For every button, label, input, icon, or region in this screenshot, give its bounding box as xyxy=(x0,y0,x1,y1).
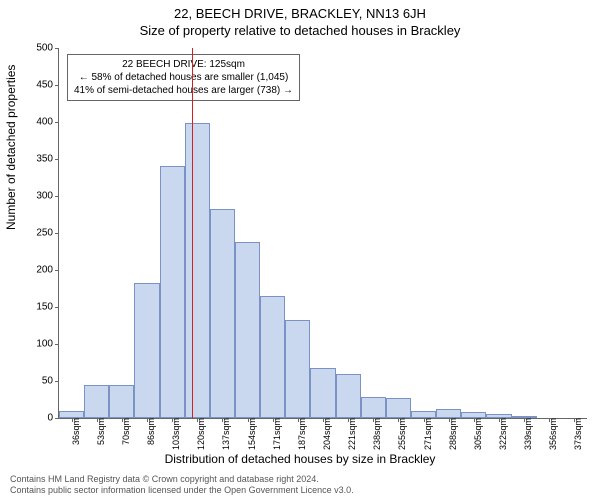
x-tick-mark xyxy=(248,418,249,422)
x-tick-label: 271sqm xyxy=(421,418,433,450)
x-tick-mark xyxy=(524,418,525,422)
x-tick-mark xyxy=(273,418,274,422)
y-tick-mark xyxy=(55,270,59,271)
x-tick-label: 86sqm xyxy=(144,418,156,445)
y-tick-mark xyxy=(55,85,59,86)
x-tick-mark xyxy=(323,418,324,422)
x-tick-mark xyxy=(549,418,550,422)
histogram-bar xyxy=(285,320,310,418)
x-tick-label: 255sqm xyxy=(395,418,407,450)
histogram-bar xyxy=(336,374,361,418)
y-tick-mark xyxy=(55,48,59,49)
x-tick-label: 204sqm xyxy=(320,418,332,450)
y-tick-mark xyxy=(55,122,59,123)
y-tick-mark xyxy=(55,233,59,234)
histogram-bar xyxy=(235,242,260,418)
y-axis-label: Number of detached properties xyxy=(4,65,18,230)
x-tick-mark xyxy=(72,418,73,422)
x-tick-label: 187sqm xyxy=(295,418,307,450)
histogram-bar xyxy=(411,411,436,418)
histogram-bar xyxy=(59,411,84,418)
histogram-bar xyxy=(185,123,210,418)
histogram-bar xyxy=(310,368,335,418)
histogram-bar xyxy=(210,209,235,418)
x-tick-label: 137sqm xyxy=(219,418,231,450)
annotation-line-3: 41% of semi-detached houses are larger (… xyxy=(74,84,293,97)
x-tick-mark xyxy=(373,418,374,422)
x-tick-label: 356sqm xyxy=(546,418,558,450)
x-tick-label: 373sqm xyxy=(571,418,583,450)
y-tick-mark xyxy=(55,381,59,382)
chart-subtitle: Size of property relative to detached ho… xyxy=(0,21,600,38)
x-tick-label: 53sqm xyxy=(94,418,106,445)
x-tick-label: 339sqm xyxy=(521,418,533,450)
x-tick-label: 305sqm xyxy=(471,418,483,450)
y-tick-mark xyxy=(55,159,59,160)
histogram-bar xyxy=(436,409,461,418)
histogram-bar xyxy=(160,166,185,418)
x-tick-mark xyxy=(222,418,223,422)
x-tick-label: 154sqm xyxy=(245,418,257,450)
x-tick-label: 70sqm xyxy=(119,418,131,445)
x-tick-mark xyxy=(298,418,299,422)
x-tick-label: 288sqm xyxy=(446,418,458,450)
x-tick-label: 221sqm xyxy=(345,418,357,450)
x-tick-label: 238sqm xyxy=(370,418,382,450)
x-tick-label: 322sqm xyxy=(496,418,508,450)
x-tick-label: 103sqm xyxy=(169,418,181,450)
y-tick-mark xyxy=(55,307,59,308)
y-tick-mark xyxy=(55,196,59,197)
histogram-bar xyxy=(134,283,159,418)
y-tick-mark xyxy=(55,344,59,345)
x-tick-mark xyxy=(474,418,475,422)
histogram-bar xyxy=(386,398,411,418)
histogram-bar xyxy=(260,296,285,418)
x-tick-mark xyxy=(398,418,399,422)
annotation-line-2: ← 58% of detached houses are smaller (1,… xyxy=(74,71,293,84)
footer-line-1: Contains HM Land Registry data © Crown c… xyxy=(10,474,354,485)
annotation-line-1: 22 BEECH DRIVE: 125sqm xyxy=(74,58,293,71)
chart-title-address: 22, BEECH DRIVE, BRACKLEY, NN13 6JH xyxy=(0,0,600,21)
histogram-bar xyxy=(361,397,386,418)
histogram-bar xyxy=(109,385,134,418)
y-tick-mark xyxy=(55,418,59,419)
x-tick-mark xyxy=(97,418,98,422)
x-tick-label: 120sqm xyxy=(194,418,206,450)
histogram-bar xyxy=(84,385,109,418)
x-tick-mark xyxy=(172,418,173,422)
chart-container: 22, BEECH DRIVE, BRACKLEY, NN13 6JH Size… xyxy=(0,0,600,500)
x-tick-mark xyxy=(147,418,148,422)
x-axis-label: Distribution of detached houses by size … xyxy=(0,452,600,466)
x-tick-label: 171sqm xyxy=(270,418,282,450)
x-tick-mark xyxy=(449,418,450,422)
x-tick-mark xyxy=(197,418,198,422)
marker-annotation-box: 22 BEECH DRIVE: 125sqm ← 58% of detached… xyxy=(67,54,300,101)
x-tick-mark xyxy=(424,418,425,422)
x-tick-mark xyxy=(499,418,500,422)
x-tick-mark xyxy=(574,418,575,422)
property-marker-line xyxy=(192,48,193,418)
footer-line-2: Contains public sector information licen… xyxy=(10,485,354,496)
x-tick-mark xyxy=(348,418,349,422)
x-tick-mark xyxy=(122,418,123,422)
chart-plot-area: 22 BEECH DRIVE: 125sqm ← 58% of detached… xyxy=(58,48,587,419)
footer-attribution: Contains HM Land Registry data © Crown c… xyxy=(10,474,354,496)
x-tick-label: 36sqm xyxy=(69,418,81,445)
